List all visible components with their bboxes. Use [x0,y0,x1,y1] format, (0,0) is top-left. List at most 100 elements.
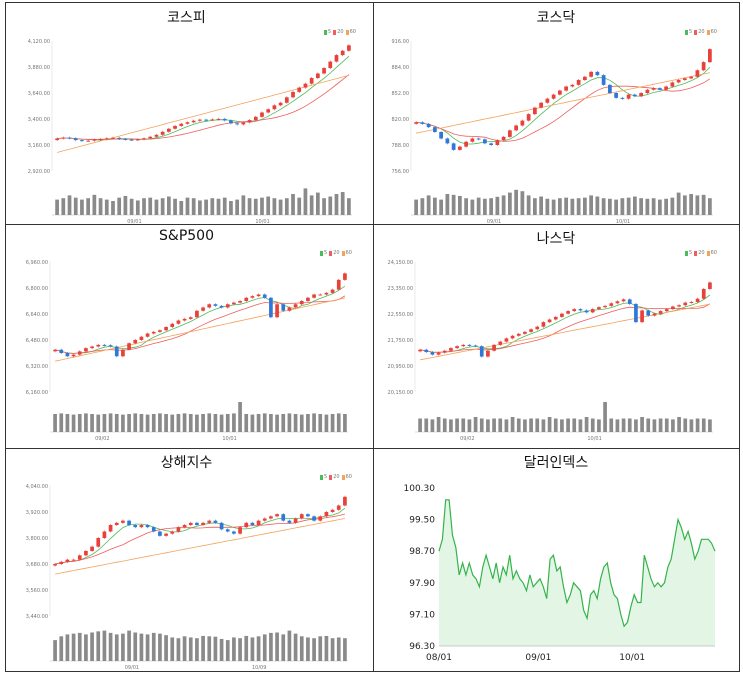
candle [256,294,261,297]
volume-bar [633,196,637,215]
volume-bar [523,419,527,432]
candle [244,297,249,301]
legend-label: 20 [698,250,705,256]
volume-bar [614,199,618,215]
y-tick-label: 3,560.00 [26,588,48,594]
candle [620,97,625,99]
volume-bar [535,418,540,432]
candle [442,350,447,353]
x-tick-label: 09/01 [127,219,141,225]
legend-swatch [341,250,345,256]
candle [541,322,546,327]
candle [508,130,512,137]
y-tick-label: 4,120.00 [28,39,50,45]
candle [495,140,500,145]
candle [324,292,329,295]
volume-bar [318,414,323,432]
candle [176,320,181,324]
volume-bar [65,634,70,661]
candle [433,127,437,132]
candle [683,78,687,80]
candle [133,340,138,344]
candle [170,323,175,327]
legend-swatch [324,29,327,35]
candle [558,90,562,95]
volume-bar [278,199,283,215]
candle [520,120,525,126]
candle [195,522,199,525]
candle [309,78,314,84]
volume-bar [216,198,221,215]
candle [176,527,181,532]
candle [188,522,193,525]
volume-bar [250,637,255,661]
candle [501,136,506,141]
volume-bar [689,419,694,432]
candle [634,303,638,323]
candle [539,102,543,108]
candle [303,83,308,88]
volume-bar [244,414,249,432]
volume-bar [287,630,292,661]
ma-legend: 5 20 60 [322,29,356,36]
volume-bar [207,413,212,432]
legend-label: 60 [710,29,717,35]
volume-bar [73,197,78,215]
candle [127,520,131,525]
volume-bar [414,199,418,215]
candle [108,525,113,532]
candle [492,344,496,351]
volume-bar [229,201,233,215]
volume-bar [608,198,612,215]
volume-bar [470,199,475,215]
nasdaq-panel: 나스닥 24,150.00 23,350.00 22,550.00 21,750.00… [373,224,739,444]
candle [210,119,215,121]
candle [595,71,600,76]
y-tick-label: 852.00 [392,91,410,97]
volume-bar [609,418,614,432]
volume-bar [572,418,577,432]
y-tick-label: 3,640.00 [28,91,50,97]
volume-bar [483,198,487,215]
y-tick-label: 2,920.00 [28,169,50,175]
volume-bar [560,419,564,432]
candle [77,555,82,560]
volume-bar [670,197,675,215]
y-tick-label: 788.00 [392,143,410,149]
candle [204,119,208,121]
candle [529,329,533,332]
candle [615,301,620,304]
volume-bar [260,197,264,215]
volume-bar [640,417,644,432]
candle [117,137,122,139]
candle [664,86,668,90]
candle [260,112,264,117]
candle [458,146,462,150]
y-tick-label: 97.90 [409,579,435,589]
candle [188,317,193,319]
candle [640,310,644,323]
y-tick-label: 22,550.00 [388,312,413,318]
volume-bar [179,201,184,215]
candle [683,302,688,306]
candle [219,522,224,530]
candle [533,107,537,115]
volume-bar [77,414,82,432]
candle [343,496,347,506]
volume-bar [139,633,144,661]
candle [84,551,88,556]
candle [461,344,466,347]
volume-bar [576,198,581,215]
x-tick-label: 09/02 [95,436,109,442]
volume-bar [269,414,273,432]
x-tick-label: 10/01 [587,436,601,442]
volume-bar [142,198,146,215]
candle [154,134,159,137]
candle [139,525,144,528]
y-tick-label: 6,640.00 [26,312,48,318]
candle [90,346,94,349]
candle [102,344,107,346]
volume-bar [343,638,347,661]
volume-bar [213,414,218,432]
volume-bar [104,199,109,215]
